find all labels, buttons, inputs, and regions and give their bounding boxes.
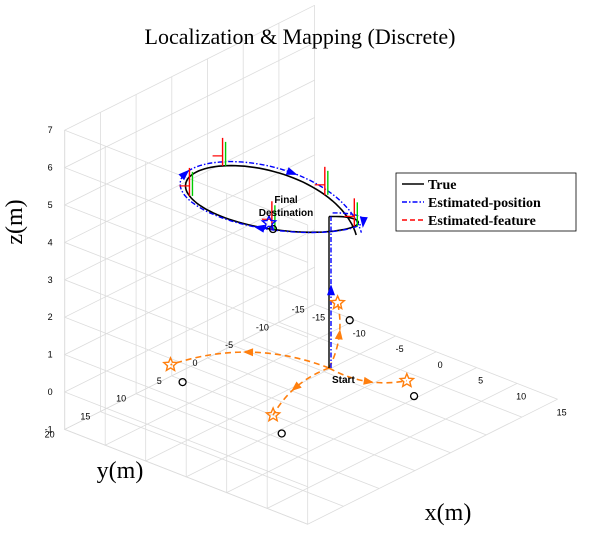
z-tick-label: 3 [48,275,53,285]
z-tick-label: 5 [48,200,53,210]
z-tick-label: 0 [48,387,53,397]
grid-line-y-floor-3 [207,357,451,454]
estimated-feature-marker-3 [329,294,347,310]
grid-line-x-5 [266,209,518,510]
grid-line-y-floor-0 [314,304,558,400]
grid-line-y-floor-2 [243,339,487,436]
feature-path-2 [272,367,330,416]
grid-line-z-3 [63,191,315,413]
grid-line-z-7 [63,42,315,263]
y-tick-label: -15 [292,304,305,314]
x-tick-label: -15 [312,312,325,322]
feature-path-arrow-2 [291,381,302,391]
y-tick-label: 15 [80,412,90,422]
grid-line-x-4 [226,193,477,494]
markers [162,214,419,438]
circle-arrow-0 [359,216,368,228]
start-annotation: Start [332,375,355,386]
grid-line-z-4 [63,154,315,375]
legend-label-true: True [428,178,457,193]
final-destination-annotation-line1: Final [274,195,298,206]
chart-title: Localization & Mapping (Discrete) [145,24,456,49]
grid-line-z-0 [63,304,315,525]
circle-arrow-3 [285,167,298,175]
true-feature-marker-0 [178,377,187,387]
legend-label-estimated-position: Estimated-position [428,196,541,211]
y-tick-label: 20 [45,429,55,439]
grid-line-y-floor-6 [100,411,344,507]
z-tick-label: 7 [48,125,53,135]
estimated-feature-marker-0 [162,355,179,372]
grid-line-z-8 [63,4,315,226]
true-feature-marker-2 [277,429,286,438]
feature-paths [170,302,407,416]
grid-line-z-5 [63,117,315,338]
estimated-feature-marker-1 [398,371,416,388]
circle-arrow-2 [178,169,190,181]
estimated-circle-line [179,160,365,234]
x-tick-label: -10 [353,328,366,338]
grid [63,4,558,525]
x-tick-label: 5 [478,376,483,386]
final-destination-estimated-marker [260,214,278,231]
true-feature-marker-3 [345,316,354,325]
y-tick-label: -5 [225,340,233,350]
grid-line-y-floor-4 [171,375,415,471]
y-tick-label: 5 [157,376,162,386]
y-tick-label: -10 [256,322,269,332]
trajectory [178,137,368,368]
z-tick-label: 2 [48,312,53,322]
grid-line-z-2 [63,229,315,450]
feature-path-arrow-0 [243,348,254,357]
final-destination-annotation-line2: Destination [259,208,313,219]
x-tick-label: 0 [438,360,443,370]
estimated-feature-marker-2 [264,406,282,423]
grid-line-y-floor-5 [135,393,380,489]
y-tick-label: 0 [192,358,197,368]
legend-box [395,172,577,232]
x-tick-label: 10 [516,391,526,401]
z-tick-label: -1 [45,424,53,434]
feature-path-arrow-3 [334,329,343,340]
z-tick-label: 6 [48,163,53,173]
z-tick-label: 1 [48,350,53,360]
ascent-arrow [327,284,335,296]
y-tick-label: 10 [116,394,126,404]
feature-path-arrow-1 [363,376,374,385]
grid-line-z-6 [63,79,315,301]
z-tick-label: 4 [48,237,53,247]
true-feature-marker-1 [409,391,419,401]
x-tick-label: 15 [557,407,567,417]
x-axis-label: x(m) [425,500,472,526]
legend: True Estimated-position Estimated-featur… [395,172,577,232]
legend-label-estimated-feature: Estimated-feature [428,214,536,229]
x-tick-label: -5 [396,344,404,354]
grid-line-y-floor-1 [278,321,523,418]
circle-arrow-1 [253,224,266,233]
z-axis-label: z(m) [2,199,28,244]
y-axis-label: y(m) [97,458,144,484]
grid-line-z-1 [63,266,315,488]
